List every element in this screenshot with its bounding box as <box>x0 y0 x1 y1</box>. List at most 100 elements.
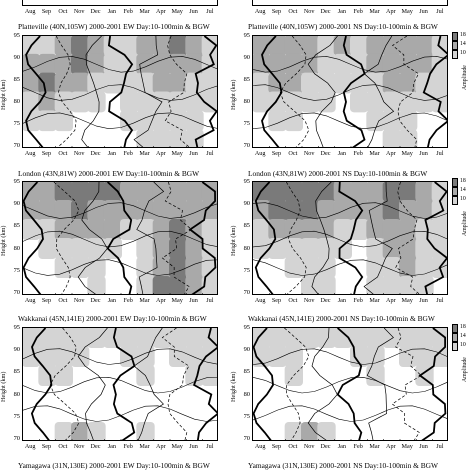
colorbar-title: Amplitude <box>462 357 468 382</box>
month-tick-label: May <box>171 297 183 304</box>
amplitude-cell <box>152 72 171 94</box>
colorbar-level: 18 <box>460 324 466 330</box>
amplitude-cell <box>54 238 73 259</box>
amplitude-cell <box>87 328 106 348</box>
colorbar-swatch <box>452 324 458 333</box>
amplitude-cell <box>431 238 447 259</box>
amplitude-cell <box>201 365 217 386</box>
month-tick-label: May <box>171 8 183 15</box>
amplitude-cell <box>366 276 385 294</box>
amplitude-cell <box>415 346 434 367</box>
amplitude-cell <box>284 346 303 367</box>
amplitude-cell <box>38 53 57 75</box>
month-tick-label: May <box>171 150 183 157</box>
contour-svg <box>23 36 217 147</box>
y-axis-label: Height (km) <box>0 371 7 402</box>
amplitude-cell <box>23 219 41 240</box>
month-tick-label: Feb <box>123 8 133 15</box>
amplitude-cell <box>350 72 369 94</box>
amplitude-cell <box>87 238 106 259</box>
amplitude-cell <box>169 328 188 348</box>
contour-line <box>279 36 310 147</box>
amplitude-cell <box>136 238 155 259</box>
month-tick-label: Apr <box>386 150 396 157</box>
amplitude-cell <box>415 257 434 278</box>
amplitude-cell <box>201 72 217 94</box>
amplitude-cell <box>284 72 303 94</box>
amplitude-cell <box>301 328 320 348</box>
amplitude-cell <box>366 36 385 56</box>
colorbar-level: 18 <box>460 178 466 184</box>
month-tick-label: Jan <box>107 443 116 450</box>
month-tick-label: Mar <box>369 150 380 157</box>
month-tick-label: Oct <box>58 150 68 157</box>
panel-title: Yamagawa (31N,130E) 2000-2001 NS Day:10-… <box>248 461 438 470</box>
month-tick-label: Apr <box>386 8 396 15</box>
contour-line <box>49 328 80 440</box>
amplitude-cell <box>399 238 418 259</box>
month-tick-label: Mar <box>369 443 380 450</box>
month-tick-label: Aug <box>254 8 266 15</box>
month-tick-label: Feb <box>123 443 133 450</box>
amplitude-cell <box>431 346 447 367</box>
month-tick-label: Jun <box>419 150 428 157</box>
y-tick-label: 80 <box>13 244 20 252</box>
panel-title: London (43N,81W) 2000-2001 NS Day:10-100… <box>248 169 428 178</box>
y-axis-label: Height (km) <box>230 79 237 110</box>
y-tick-label: 95 <box>13 178 20 185</box>
amplitude-cell <box>201 182 217 202</box>
amplitude-cell <box>152 257 171 278</box>
amplitude-cell <box>169 36 188 56</box>
month-tick-label: Nov <box>73 150 85 157</box>
colorbar-title: Amplitude <box>462 65 468 90</box>
contour-line <box>253 56 447 73</box>
contour-line <box>81 36 102 147</box>
amplitude-cell <box>136 276 155 294</box>
amplitude-cell <box>301 200 320 221</box>
colorbar-level: 10 <box>460 50 466 56</box>
contour-line <box>254 182 277 294</box>
y-tick-label: 95 <box>243 32 250 39</box>
month-tick-label: Feb <box>353 8 363 15</box>
y-tick-label: 85 <box>13 222 20 230</box>
amplitude-cell <box>268 110 287 132</box>
amplitude-cell <box>366 200 385 221</box>
amplitude-cell <box>415 328 434 348</box>
amplitude-cell <box>54 110 73 132</box>
colorbar-swatch <box>452 50 458 59</box>
amplitude-cell <box>152 276 171 294</box>
amplitude-cell <box>120 36 139 56</box>
amplitude-cell <box>152 36 171 56</box>
amplitude-cell <box>54 200 73 221</box>
y-axis-label: Height (km) <box>0 79 7 110</box>
amplitude-cell <box>169 257 188 278</box>
month-tick-label: Oct <box>58 8 68 15</box>
amplitude-cell <box>268 36 287 56</box>
amplitude-cell <box>136 200 155 221</box>
month-tick-label: Dec <box>90 297 101 304</box>
amplitude-cell <box>103 238 122 259</box>
amplitude-cell <box>87 276 106 294</box>
amplitude-cell <box>317 53 336 75</box>
month-tick-label: Jul <box>206 8 214 15</box>
amplitude-cell <box>185 72 204 94</box>
month-tick-label: Aug <box>254 150 266 157</box>
amplitude-cell <box>201 219 217 240</box>
amplitude-cell <box>366 346 385 367</box>
amplitude-cell <box>38 328 57 348</box>
month-tick-label: Sep <box>41 8 52 15</box>
amplitude-cell <box>152 238 171 259</box>
contour-svg <box>253 36 447 147</box>
amplitude-cell <box>382 328 401 348</box>
month-tick-label: Aug <box>254 443 266 450</box>
month-tick-label: Oct <box>288 150 298 157</box>
y-tick-label: 80 <box>13 98 20 105</box>
y-axis-label: Height (km) <box>0 225 7 256</box>
amplitude-cell <box>152 328 171 348</box>
month-tick-label: Nov <box>303 297 315 304</box>
panel-title: Wakkanai (45N,141E) 2000-2001 NS Day:10-… <box>248 314 435 323</box>
month-tick-label: Jan <box>107 297 116 304</box>
y-tick-label: 70 <box>243 142 250 149</box>
amplitude-cell <box>87 36 106 56</box>
amplitude-cell <box>169 91 188 113</box>
